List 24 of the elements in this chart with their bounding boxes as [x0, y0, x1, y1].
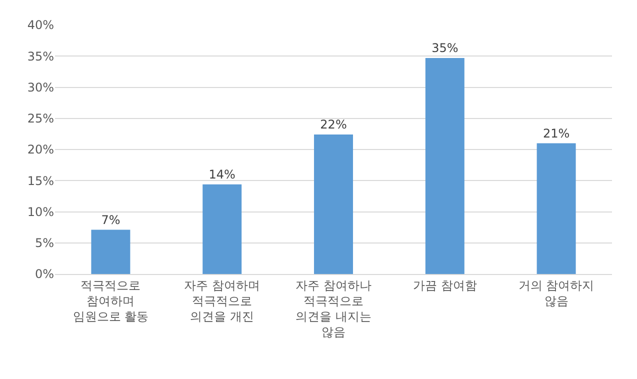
y-tick-label: 5% — [34, 236, 54, 250]
bar — [91, 230, 130, 274]
x-tick-label: 적극적으로 참여하며 임원으로 활동 — [72, 278, 149, 324]
bar — [314, 134, 353, 274]
data-label: 22% — [320, 118, 347, 132]
y-tick-label: 25% — [27, 112, 54, 126]
y-tick-label: 40% — [27, 18, 54, 32]
y-tick-label: 35% — [27, 49, 54, 64]
data-label: 7% — [101, 212, 120, 227]
y-tick-label: 20% — [27, 142, 54, 157]
y-tick-label: 10% — [27, 204, 54, 219]
x-tick-label: 자주 참여하며 적극적으로 의견을 개진 — [184, 278, 260, 324]
data-label: 14% — [208, 167, 236, 182]
data-label: 35% — [432, 40, 458, 55]
y-tick-label: 15% — [27, 174, 54, 188]
y-tick-label: 30% — [27, 80, 54, 94]
x-tick-label: 거의 참여하지 않음 — [518, 278, 594, 308]
x-tick-label: 가끔 참여함 — [412, 278, 477, 292]
x-tick-label: 자주 참여하나 적극적으로 의견을 내지는 않음 — [296, 278, 372, 340]
y-tick-label: 0% — [34, 267, 54, 282]
data-label: 21% — [542, 126, 570, 140]
bar — [425, 58, 464, 274]
bar — [536, 143, 576, 274]
bar — [202, 184, 242, 274]
